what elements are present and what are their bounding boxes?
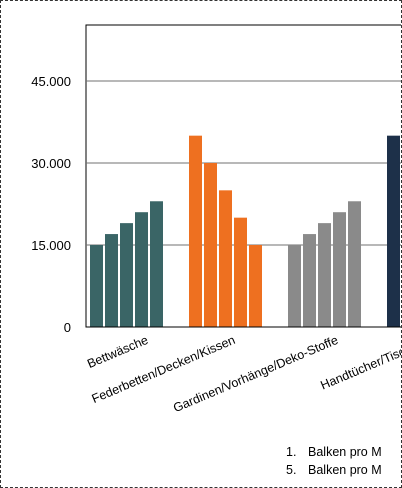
legend: 1. Balken pro M 5. Balken pro M bbox=[286, 443, 382, 479]
bar bbox=[288, 245, 301, 327]
bar bbox=[333, 212, 346, 327]
legend-item-label: Balken pro M bbox=[308, 445, 382, 459]
bar bbox=[318, 223, 331, 327]
bar bbox=[120, 223, 133, 327]
bar bbox=[135, 212, 148, 327]
x-category-label: Bettwäsche bbox=[85, 333, 150, 371]
y-tick-label: 45.000 bbox=[31, 74, 71, 89]
bar bbox=[303, 234, 316, 327]
x-category-label: Gardinen/Vorhänge/Deko-Stoffe bbox=[171, 333, 340, 415]
legend-item-number: 1. bbox=[286, 445, 297, 459]
x-axis: BettwäscheFederbetten/Decken/KissenGardi… bbox=[85, 333, 401, 415]
bar bbox=[348, 201, 361, 327]
bar bbox=[234, 217, 247, 327]
y-tick-label: 0 bbox=[64, 320, 71, 335]
legend-item-label: Balken pro M bbox=[308, 463, 382, 477]
legend-item: 1. Balken pro M bbox=[286, 443, 382, 461]
bar bbox=[90, 245, 103, 327]
y-axis: 0 15.000 30.000 45.000 bbox=[31, 74, 71, 335]
bar bbox=[204, 163, 217, 327]
bars bbox=[86, 135, 401, 328]
bar bbox=[219, 190, 232, 327]
legend-item-number: 5. bbox=[286, 463, 297, 477]
bar bbox=[150, 201, 163, 327]
y-tick-label: 15.000 bbox=[31, 238, 71, 253]
bar bbox=[387, 135, 400, 327]
bar bbox=[189, 135, 202, 327]
legend-item: 5. Balken pro M bbox=[286, 461, 382, 479]
bar bbox=[105, 234, 118, 327]
y-tick-label: 30.000 bbox=[31, 156, 71, 171]
bar bbox=[249, 245, 262, 327]
